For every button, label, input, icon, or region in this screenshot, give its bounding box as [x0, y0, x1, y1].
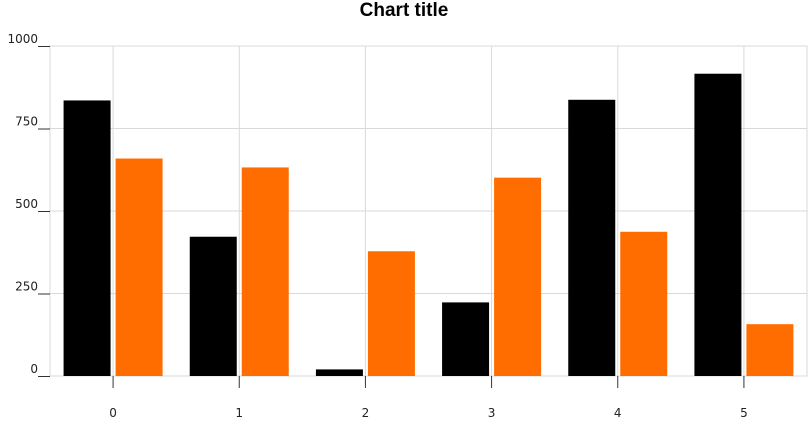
x-tick-label: 3 [488, 406, 496, 420]
x-tick-label: 2 [362, 406, 370, 420]
bar-series2-5 [746, 324, 794, 376]
x-tick-label: 5 [740, 406, 748, 420]
bar-series1-5 [694, 73, 742, 376]
bar-series1-2 [315, 369, 363, 376]
grid [49, 45, 808, 377]
axes: 0 250 500 750 1000 0 1 2 3 4 5 [7, 32, 747, 420]
bar-series2-0 [115, 158, 163, 376]
bar-series2-3 [494, 177, 542, 376]
y-tick-label: 0 [30, 362, 38, 376]
bar-series1-1 [189, 236, 237, 376]
x-tick-label: 0 [109, 406, 117, 420]
y-tick-label: 750 [15, 115, 38, 129]
bar-series1-0 [63, 100, 111, 376]
y-tick-label: 500 [15, 197, 38, 211]
x-tick-label: 1 [235, 406, 243, 420]
bar-series2-2 [367, 251, 415, 376]
bar-series1-3 [442, 302, 490, 376]
bar-series1-4 [568, 99, 616, 376]
bars [63, 73, 794, 376]
chart-title: Chart title [360, 0, 449, 21]
y-tick-label: 250 [15, 280, 38, 294]
bar-series2-4 [620, 231, 668, 376]
y-tick-label: 1000 [7, 32, 38, 46]
bar-series2-1 [241, 167, 289, 376]
x-tick-label: 4 [614, 406, 622, 420]
